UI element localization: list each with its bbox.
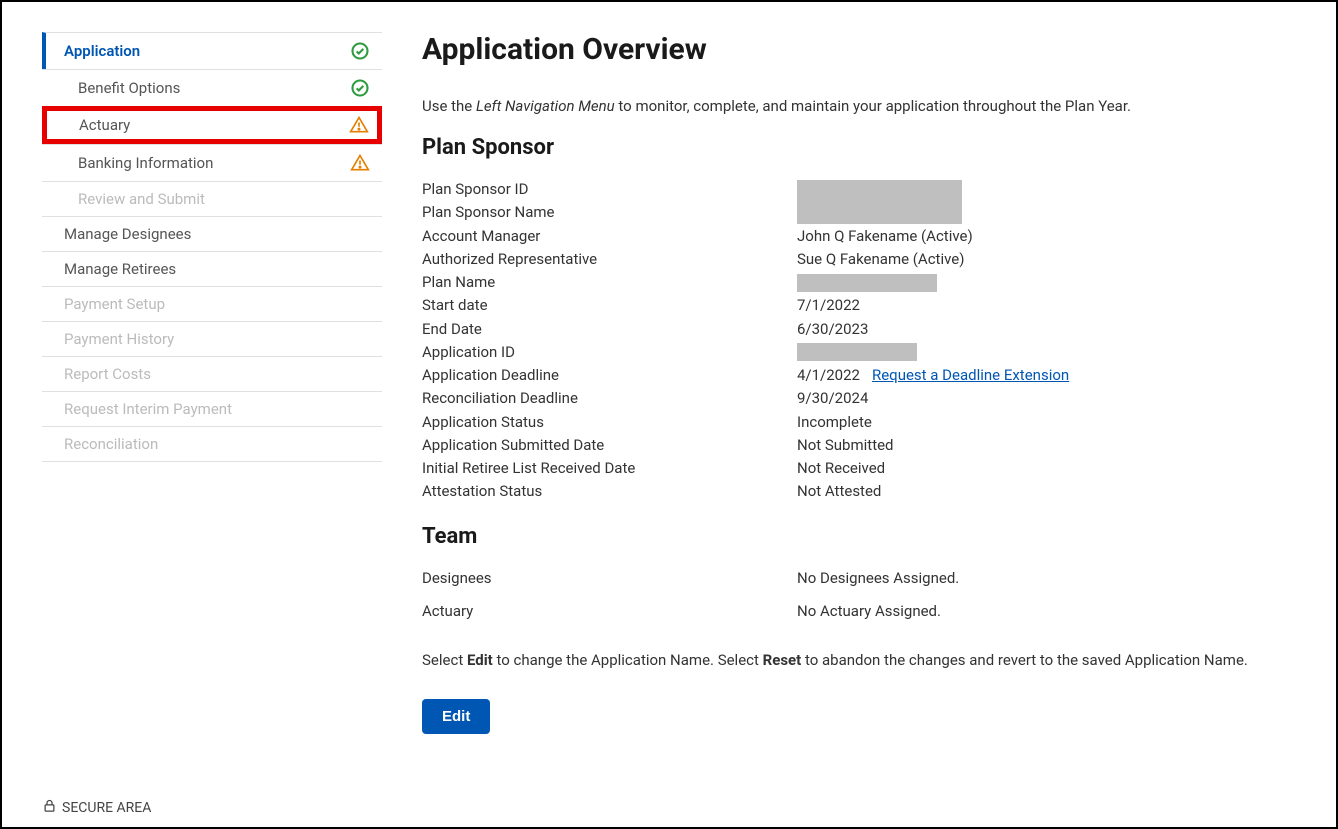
sidebar-item-reconciliation: Reconciliation <box>42 426 382 462</box>
row-account-manager: Account Manager John Q Fakename (Active) <box>422 225 1276 248</box>
row-authorized-rep: Authorized Representative Sue Q Fakename… <box>422 248 1276 271</box>
row-end-date: End Date 6/30/2023 <box>422 318 1276 341</box>
sidebar-item-actuary[interactable]: Actuary <box>42 106 382 144</box>
lock-icon <box>42 798 57 817</box>
secure-area-badge: SECURE AREA <box>42 798 151 817</box>
sidebar-item-review-submit: Review and Submit <box>42 181 382 216</box>
main-content: Application Overview Use the Left Naviga… <box>422 32 1296 734</box>
sidebar: Application Benefit Options Actuary Bank… <box>42 32 382 734</box>
sidebar-item-label: Banking Information <box>78 154 213 172</box>
sidebar-item-label: Manage Retirees <box>64 260 176 278</box>
intro-text: Use the Left Navigation Menu to monitor,… <box>422 97 1276 115</box>
sidebar-item-label: Review and Submit <box>78 190 205 208</box>
sidebar-item-label: Actuary <box>79 116 130 134</box>
sidebar-item-report-costs: Report Costs <box>42 356 382 391</box>
redacted-block <box>797 274 937 292</box>
sidebar-item-payment-setup: Payment Setup <box>42 286 382 321</box>
check-icon <box>350 78 370 98</box>
row-application-id: Application ID <box>422 341 1276 364</box>
row-start-date: Start date 7/1/2022 <box>422 294 1276 317</box>
sidebar-item-application[interactable]: Application <box>42 32 382 69</box>
sidebar-item-label: Reconciliation <box>64 435 158 453</box>
row-reconciliation-deadline: Reconciliation Deadline 9/30/2024 <box>422 387 1276 410</box>
redacted-block <box>797 343 917 361</box>
check-icon <box>350 41 370 61</box>
sidebar-item-label: Benefit Options <box>78 79 180 97</box>
sidebar-item-label: Payment History <box>64 330 174 348</box>
footer-note: Select Edit to change the Application Na… <box>422 651 1276 669</box>
request-deadline-extension-link[interactable]: Request a Deadline Extension <box>872 364 1069 387</box>
row-application-submitted-date: Application Submitted Date Not Submitted <box>422 434 1276 457</box>
sidebar-item-label: Report Costs <box>64 365 151 383</box>
row-plan-sponsor-id: Plan Sponsor ID <box>422 178 1276 201</box>
warning-icon <box>349 115 369 135</box>
sidebar-item-payment-history: Payment History <box>42 321 382 356</box>
warning-icon <box>350 153 370 173</box>
sidebar-item-label: Payment Setup <box>64 295 165 313</box>
team-heading: Team <box>422 524 1276 549</box>
sidebar-item-label: Manage Designees <box>64 225 191 243</box>
row-application-status: Application Status Incomplete <box>422 411 1276 434</box>
page-title: Application Overview <box>422 32 1276 67</box>
sidebar-item-manage-designees[interactable]: Manage Designees <box>42 216 382 251</box>
sidebar-item-request-interim-payment: Request Interim Payment <box>42 391 382 426</box>
sidebar-item-manage-retirees[interactable]: Manage Retirees <box>42 251 382 286</box>
sidebar-item-benefit-options[interactable]: Benefit Options <box>42 69 382 106</box>
row-application-deadline: Application Deadline 4/1/2022 Request a … <box>422 364 1276 387</box>
row-plan-name: Plan Name <box>422 271 1276 294</box>
sidebar-item-label: Request Interim Payment <box>64 400 232 418</box>
row-attestation-status: Attestation Status Not Attested <box>422 480 1276 503</box>
edit-button[interactable]: Edit <box>422 699 490 734</box>
sidebar-item-label: Application <box>64 42 140 60</box>
row-designees: Designees No Designees Assigned. <box>422 567 1276 590</box>
redacted-block <box>797 180 962 224</box>
row-actuary: Actuary No Actuary Assigned. <box>422 600 1276 623</box>
sidebar-item-banking-information[interactable]: Banking Information <box>42 144 382 181</box>
plan-sponsor-heading: Plan Sponsor <box>422 135 1276 160</box>
row-initial-retiree-list: Initial Retiree List Received Date Not R… <box>422 457 1276 480</box>
